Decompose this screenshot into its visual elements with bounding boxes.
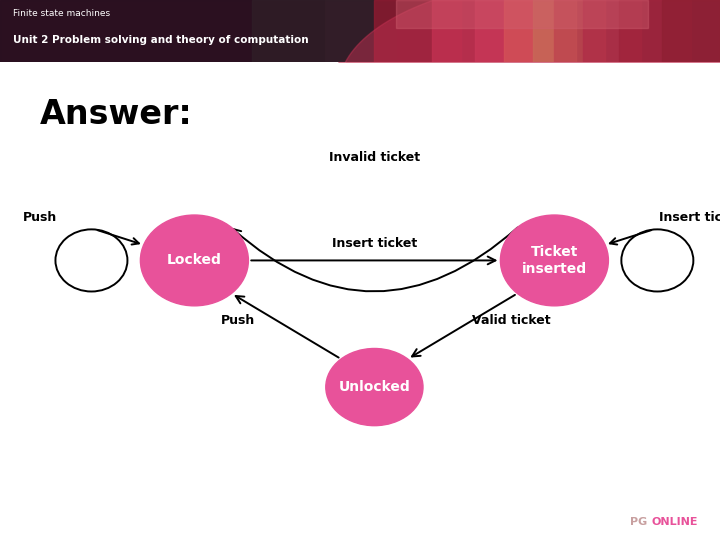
Bar xyxy=(504,0,554,62)
Text: Answer:: Answer: xyxy=(40,98,192,131)
Bar xyxy=(374,0,461,62)
Text: ONLINE: ONLINE xyxy=(652,517,698,527)
Bar xyxy=(396,0,648,28)
Bar xyxy=(619,0,691,62)
Text: Push: Push xyxy=(220,314,255,327)
FancyArrowPatch shape xyxy=(235,296,338,357)
Text: Finite state machines: Finite state machines xyxy=(13,9,110,18)
Ellipse shape xyxy=(500,215,608,306)
Text: Push: Push xyxy=(22,211,57,224)
FancyArrowPatch shape xyxy=(412,295,515,356)
Text: Invalid ticket: Invalid ticket xyxy=(329,151,420,164)
Bar xyxy=(432,0,504,62)
Text: Insert ticket: Insert ticket xyxy=(332,237,417,250)
Bar xyxy=(554,0,605,62)
Text: Ticket
inserted: Ticket inserted xyxy=(522,245,587,275)
Text: PG: PG xyxy=(630,517,647,527)
Bar xyxy=(533,0,576,62)
Text: Valid ticket: Valid ticket xyxy=(472,314,551,327)
Bar xyxy=(252,0,396,62)
Bar xyxy=(0,0,324,62)
Ellipse shape xyxy=(325,348,423,426)
Text: Unlocked: Unlocked xyxy=(338,380,410,394)
Text: Insert ticket: Insert ticket xyxy=(660,211,720,224)
Text: Unit 2 Problem solving and theory of computation: Unit 2 Problem solving and theory of com… xyxy=(13,35,309,45)
Bar xyxy=(475,0,533,62)
Text: Locked: Locked xyxy=(167,253,222,267)
Bar xyxy=(662,0,720,62)
FancyArrowPatch shape xyxy=(233,227,518,292)
Bar xyxy=(583,0,641,62)
Ellipse shape xyxy=(140,215,248,306)
FancyArrowPatch shape xyxy=(251,256,495,264)
